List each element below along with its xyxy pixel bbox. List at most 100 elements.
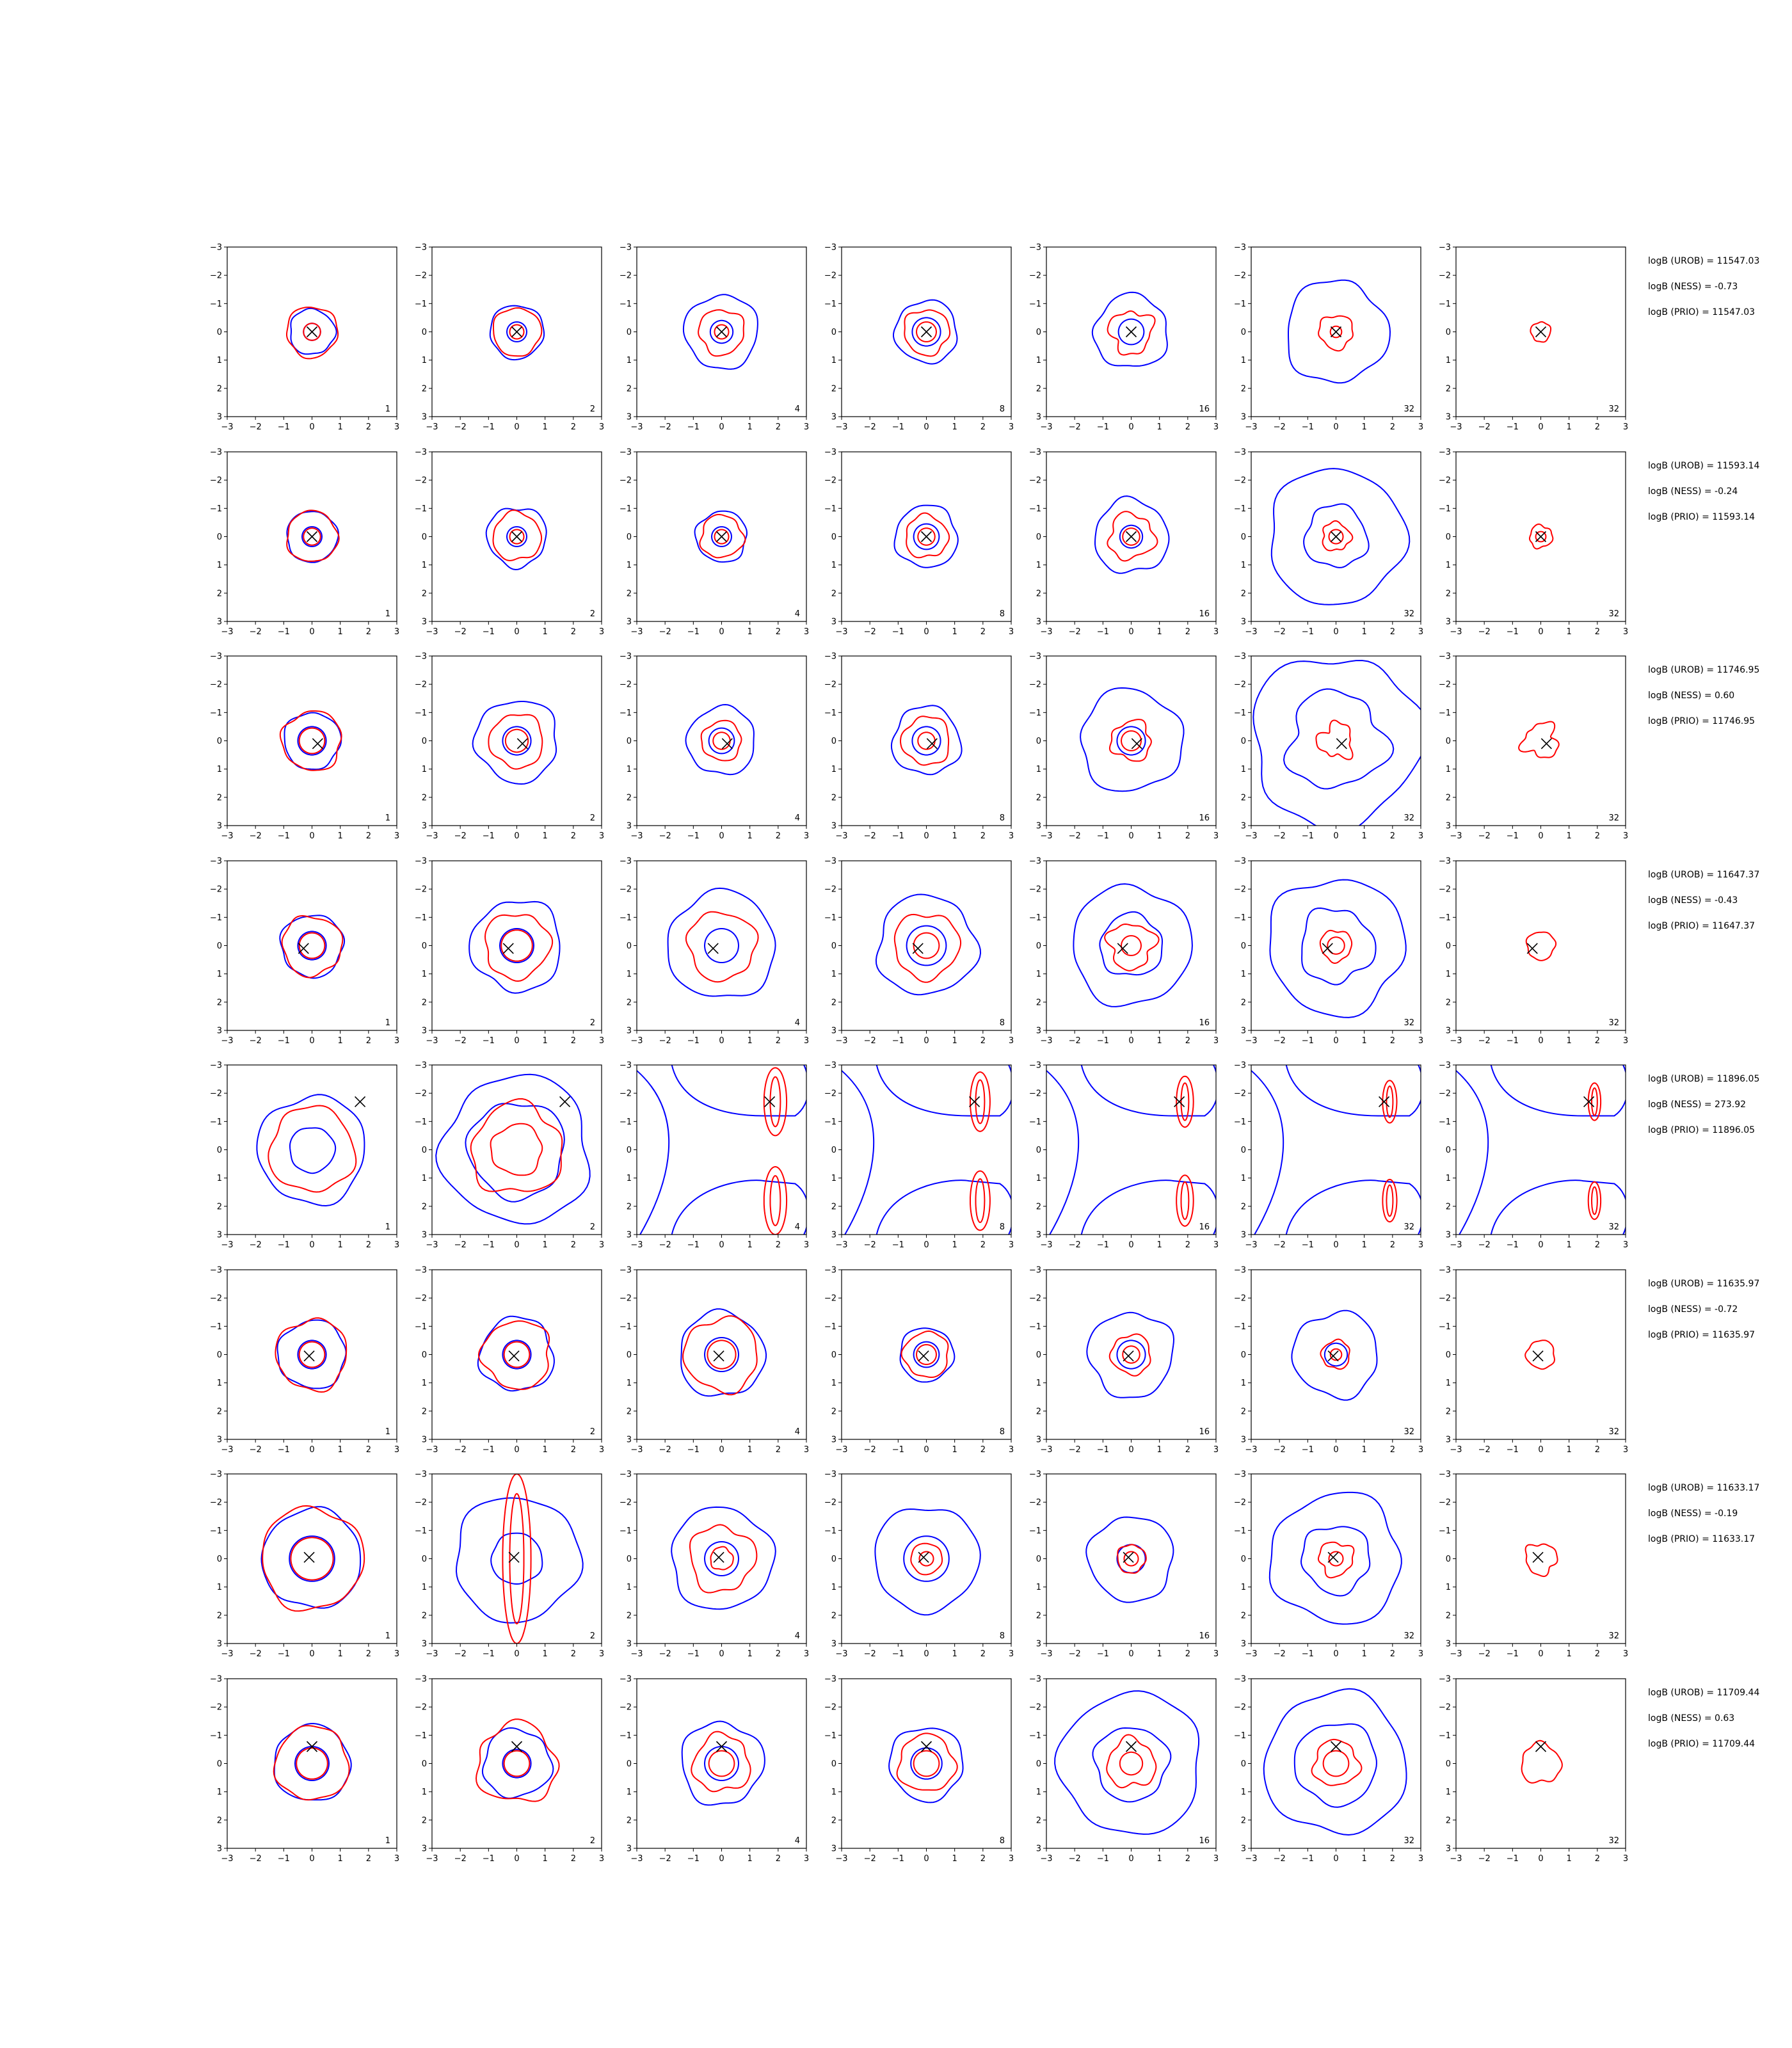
x-marker [508, 1350, 520, 1362]
x-tick-label: 3 [1418, 422, 1423, 432]
y-tick-label: 2 [217, 1611, 222, 1620]
y-tick-label: 1 [1446, 1379, 1451, 1388]
y-tick-label: 1 [422, 765, 427, 774]
x-marker [1526, 943, 1538, 954]
y-tick-label: 2 [1036, 1407, 1041, 1416]
y-tick-label: −1 [1234, 1731, 1246, 1741]
panel-r5-c3: −3 −2 −1 0 1 2 3 3 2 1 0 −1 −2 −3 4 [620, 1061, 809, 1251]
x-tick-label: −3 [1040, 1036, 1052, 1046]
blue-contour [1270, 468, 1411, 605]
x-tick-label: 3 [804, 1240, 809, 1250]
x-tick-label: 0 [1128, 1854, 1133, 1864]
y-tick-label: 3 [831, 1436, 836, 1445]
x-tick-label: −2 [250, 1240, 262, 1250]
y-tick-label: −3 [210, 1061, 222, 1071]
x-tick-label: 0 [1538, 831, 1543, 841]
x-tick-label: −1 [278, 1649, 290, 1659]
panel-r3-c1: −3 −2 −1 0 1 2 3 3 2 1 0 −1 −2 −3 1 [210, 652, 399, 842]
x-tick-label: −2 [454, 1854, 467, 1864]
y-tick-label: 0 [1241, 1759, 1246, 1769]
panel-r5-c5: −3 −2 −1 0 1 2 3 3 2 1 0 −1 −2 −3 16 [1029, 1061, 1219, 1251]
x-tick-label: 1 [338, 1854, 343, 1864]
y-tick-label: 2 [627, 793, 632, 803]
y-tick-label: 2 [831, 1816, 836, 1825]
y-tick-label: 0 [831, 1555, 836, 1564]
x-tick-label: 2 [366, 1445, 371, 1455]
y-tick-label: −1 [824, 504, 836, 514]
x-marker [1125, 1741, 1137, 1752]
contours [890, 705, 963, 776]
x-marker [716, 1741, 728, 1752]
y-tick-label: −3 [1439, 1266, 1451, 1276]
x-tick-label: 0 [514, 1445, 519, 1455]
x-tick-label: 0 [514, 422, 519, 432]
y-tick-label: 1 [217, 1379, 222, 1388]
x-marker [511, 1741, 523, 1752]
blue-contour [694, 510, 748, 563]
red-contour [904, 309, 951, 357]
x-tick-label: −3 [630, 1649, 643, 1659]
y-tick-label: 0 [1446, 1759, 1451, 1769]
axes-frame [1251, 1064, 1421, 1235]
y-tick-label: 1 [627, 356, 632, 365]
blue-contour [1092, 1727, 1172, 1803]
x-tick-label: −1 [892, 1445, 904, 1455]
x-tick-label: 1 [1157, 1649, 1162, 1659]
red-contour [504, 728, 529, 753]
blue-contour [297, 726, 327, 756]
contours [1524, 1340, 1556, 1370]
blue-contour [1286, 1180, 1421, 1235]
y-tick-label: −2 [1439, 680, 1451, 690]
x-tick-label: −3 [426, 1649, 438, 1659]
y-tick-label: −3 [824, 1266, 836, 1276]
x-tick-label: 1 [1157, 1854, 1162, 1864]
panel-label: 1 [385, 1222, 390, 1232]
blue-contour [913, 523, 940, 550]
y-tick-label: −1 [1029, 1526, 1041, 1536]
axes-frame [227, 246, 397, 417]
contours [1521, 1740, 1563, 1784]
red-contour [1328, 529, 1344, 545]
blue-contour [671, 1065, 806, 1117]
panel-label: 1 [385, 1631, 390, 1641]
y-tick-label: −2 [1029, 885, 1041, 895]
x-tick-label: −2 [659, 1649, 671, 1659]
axes-frame [227, 451, 397, 622]
blue-contour [708, 727, 735, 755]
panel-label: 8 [1000, 1427, 1005, 1437]
y-tick-label: 0 [627, 1555, 632, 1564]
panel-label: 1 [385, 1427, 390, 1437]
x-tick-label: 0 [924, 627, 929, 637]
y-tick-label: −2 [1439, 1089, 1451, 1099]
red-contour [509, 324, 525, 340]
contours [1094, 495, 1170, 574]
panel-label: 1 [385, 1018, 390, 1028]
x-tick-label: −2 [250, 1036, 262, 1046]
y-tick-label: 1 [1241, 1788, 1246, 1797]
x-tick-label: −3 [426, 831, 438, 841]
x-tick-label: 3 [1009, 627, 1014, 637]
y-tick-label: −3 [824, 652, 836, 662]
blue-contour [465, 1103, 565, 1203]
x-tick-label: 0 [1333, 1240, 1338, 1250]
x-tick-label: 0 [309, 627, 314, 637]
x-tick-label: −2 [250, 1854, 262, 1864]
y-tick-label: 0 [1241, 941, 1246, 951]
x-marker [918, 1551, 929, 1563]
x-tick-label: 2 [1185, 1445, 1190, 1455]
blue-contour [888, 1727, 964, 1804]
x-tick-label: −3 [835, 1649, 847, 1659]
red-contour [899, 716, 950, 766]
x-marker [920, 1741, 932, 1752]
panel-r6-c1: −3 −2 −1 0 1 2 3 3 2 1 0 −1 −2 −3 1 [210, 1266, 399, 1455]
x-tick-label: 0 [719, 1854, 724, 1864]
red-contour [896, 1732, 958, 1791]
x-tick-label: 2 [980, 627, 986, 637]
y-tick-label: −2 [1439, 1498, 1451, 1508]
x-tick-label: −2 [250, 627, 262, 637]
red-contour [488, 714, 543, 770]
